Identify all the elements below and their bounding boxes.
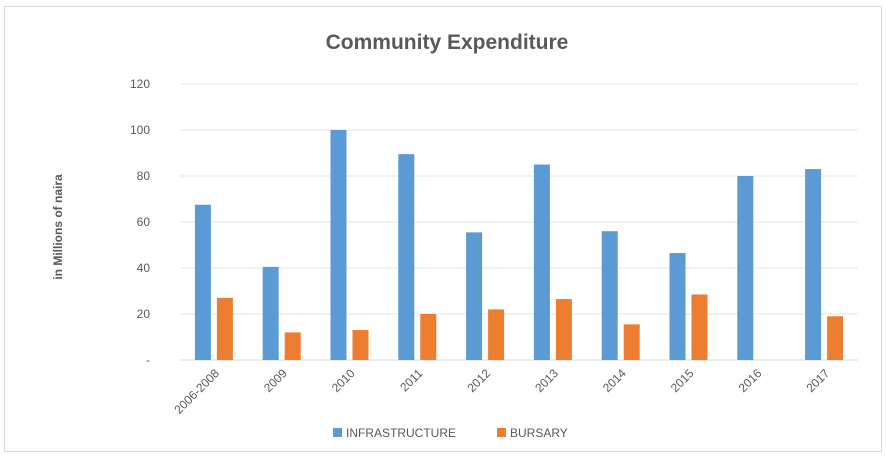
y-tick-label: 20: [137, 307, 151, 321]
bar-infrastructure-2016: [737, 176, 754, 360]
bar-infrastructure-2006-2008: [194, 204, 211, 360]
bar-infrastructure-2011: [398, 154, 415, 360]
bar-infrastructure-2013: [533, 164, 550, 360]
gridlines: [180, 83, 858, 361]
bar-bursary-2013: [555, 299, 572, 360]
y-tick-label: 80: [137, 169, 151, 183]
bar-infrastructure-2014: [601, 231, 618, 360]
chart-frame: [4, 6, 882, 452]
y-axis-ticks: - 20 40 60 80 100 120: [130, 77, 150, 367]
bar-bursary-2017: [827, 316, 844, 360]
x-tick-label: 2010: [329, 366, 358, 395]
x-tick-label: 2009: [261, 366, 290, 395]
bar-bursary-2010: [352, 330, 369, 360]
bars: [194, 130, 844, 360]
bar-infrastructure-2015: [669, 253, 686, 360]
x-tick-label: 2006-2008: [172, 366, 223, 417]
x-tick-label: 2016: [736, 366, 765, 395]
y-axis-label: in Millions of naira: [51, 174, 65, 280]
y-tick-label: 100: [130, 123, 150, 137]
bar-bursary-2009: [284, 332, 301, 360]
x-axis-ticks: 2006-2008 2009 2010 2011 2012 2013 2014 2015 201…: [172, 366, 833, 417]
bar-bursary-2006-2008: [216, 297, 233, 360]
legend: INFRASTRUCTURE BURSARY: [333, 426, 568, 440]
bar-bursary-2015: [691, 294, 708, 360]
x-tick-label: 2017: [803, 366, 832, 395]
bar-infrastructure-2010: [330, 130, 347, 360]
x-tick-label: 2014: [600, 366, 629, 395]
y-tick-label: 40: [137, 261, 151, 275]
x-tick-label: 2015: [668, 366, 697, 395]
bar-bursary-2014: [623, 324, 640, 360]
chart-title: Community Expenditure: [326, 31, 569, 54]
bar-bursary-2011: [420, 314, 437, 360]
bar-infrastructure-2012: [466, 232, 483, 360]
legend-label-bursary: BURSARY: [510, 426, 568, 440]
y-tick-label: 120: [130, 77, 150, 91]
x-tick-label: 2011: [397, 366, 425, 394]
legend-swatch-bursary: [497, 428, 506, 437]
x-tick-label: 2012: [464, 366, 493, 395]
x-tick-label: 2013: [532, 366, 561, 395]
bar-infrastructure-2009: [262, 266, 279, 360]
bar-infrastructure-2017: [805, 169, 822, 360]
legend-swatch-infrastructure: [333, 428, 342, 437]
y-tick-label: 60: [137, 215, 151, 229]
bar-bursary-2012: [488, 309, 505, 360]
y-tick-label: -: [146, 353, 150, 367]
legend-label-infrastructure: INFRASTRUCTURE: [346, 426, 456, 440]
